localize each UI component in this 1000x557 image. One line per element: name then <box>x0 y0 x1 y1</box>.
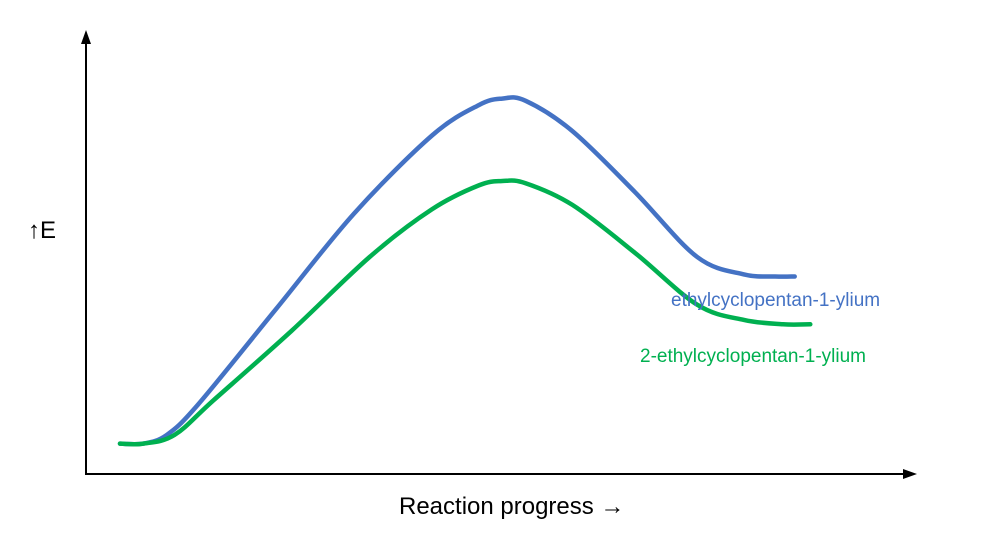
series-line-2-ethylcyclopentan-1-ylium <box>117 178 813 447</box>
x-axis-label: Reaction progress → <box>399 493 624 520</box>
series-label-ethylcyclopentan-1-ylium: ethylcyclopentan-1-ylium <box>671 290 880 311</box>
y-axis-label: ↑E <box>28 217 56 244</box>
series-label-2-ethylcyclopentan-1-ylium: 2-ethylcyclopentan-1-ylium <box>640 346 866 367</box>
x-axis-arrowhead <box>903 469 917 479</box>
series-line-ethylcyclopentan-1-ylium <box>117 95 797 447</box>
y-axis-arrowhead <box>81 30 91 44</box>
